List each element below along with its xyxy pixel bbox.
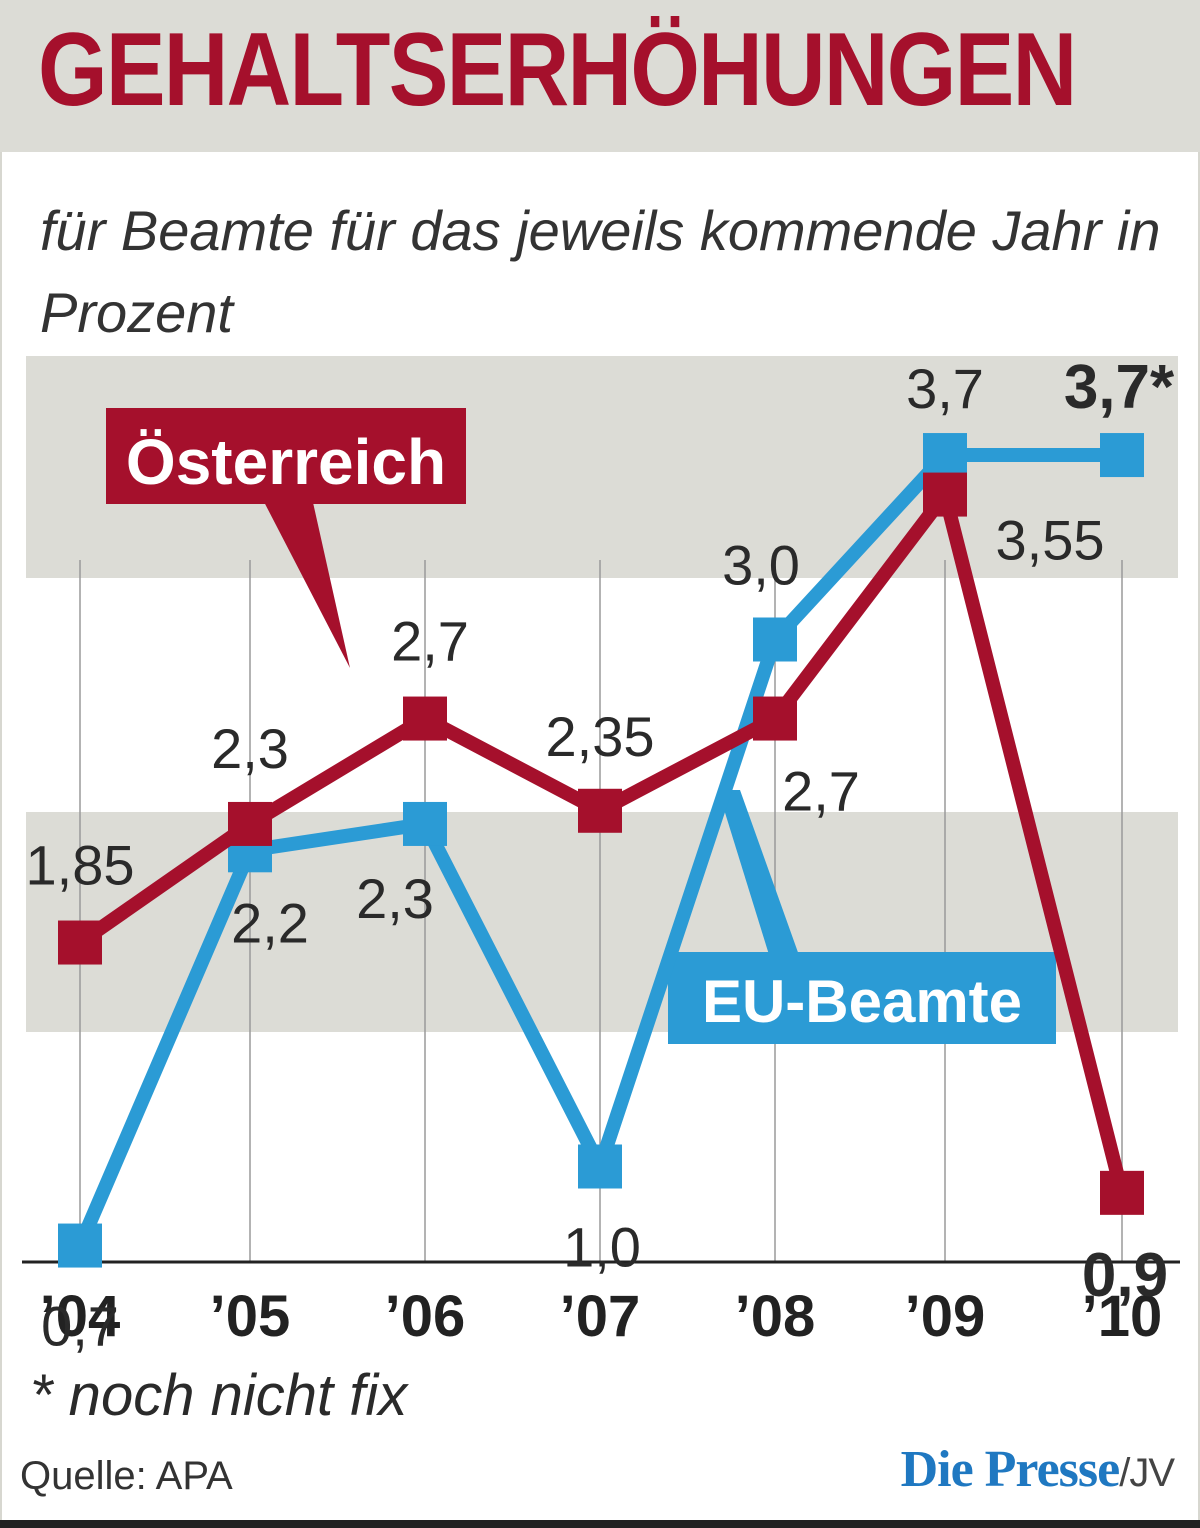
- data-point-eu: [403, 801, 447, 846]
- x-tick-label: ’09: [905, 1284, 986, 1349]
- data-label-oesterreich: 2,35: [546, 705, 655, 768]
- chart-subtitle: für Beamte für das jeweils kommende Jahr…: [40, 199, 1161, 344]
- chart-frame: [0, 152, 1200, 1524]
- legend-label-eu: EU-Beamte: [702, 968, 1022, 1035]
- legend-box-eu: [668, 952, 1056, 1044]
- x-tick-label: ’07: [560, 1284, 641, 1349]
- data-label-oesterreich: 2,7: [391, 610, 469, 673]
- data-point-oesterreich: [1100, 1170, 1144, 1215]
- data-label-oesterreich: 2,7: [782, 760, 860, 823]
- brand-logo: Die Presse/JV: [900, 1440, 1175, 1499]
- data-label-eu: 1,0: [563, 1216, 641, 1279]
- chart-title: GEHALTSERHÖHUNGEN: [38, 12, 1077, 128]
- data-point-eu: [578, 1144, 622, 1189]
- data-label-oesterreich: 0,9: [1082, 1241, 1168, 1310]
- data-label-oesterreich: 1,85: [26, 834, 135, 897]
- data-label-oesterreich: 2,3: [211, 717, 289, 780]
- footnote: * noch nicht fix: [30, 1363, 408, 1428]
- data-label-eu: 0,7: [41, 1295, 119, 1358]
- data-label-eu: 2,2: [231, 891, 309, 954]
- bottom-rule: [0, 1520, 1200, 1528]
- data-point-eu: [1100, 433, 1144, 478]
- data-point-oesterreich: [403, 696, 447, 741]
- header-band: [0, 0, 1200, 152]
- data-label-eu: 3,7*: [1064, 353, 1175, 422]
- legend-box-oesterreich: [106, 408, 466, 504]
- source-note: Quelle: APA: [20, 1454, 233, 1498]
- x-tick-label: ’05: [210, 1284, 291, 1349]
- data-point-eu: [58, 1223, 102, 1268]
- x-tick-label: ’06: [385, 1284, 466, 1349]
- brand-suffix: /JV: [1119, 1451, 1175, 1495]
- data-label-eu: 3,0: [722, 534, 800, 597]
- data-label-eu: 2,3: [356, 867, 434, 930]
- legend-label-oesterreich: Österreich: [126, 426, 446, 498]
- data-point-oesterreich: [228, 801, 272, 846]
- x-tick-label: ’08: [735, 1284, 816, 1349]
- data-point-oesterreich: [753, 696, 797, 741]
- data-point-oesterreich: [923, 472, 967, 517]
- legend-pointer-oesterreich: [262, 498, 350, 668]
- data-point-eu: [753, 617, 797, 662]
- data-point-eu: [923, 433, 967, 478]
- x-tick-label: ’04: [40, 1284, 121, 1349]
- data-label-oesterreich: 3,55: [996, 509, 1105, 572]
- data-point-oesterreich: [58, 920, 102, 965]
- legend-pointer-eu: [718, 790, 800, 958]
- data-point-oesterreich: [578, 788, 622, 833]
- brand-name: Die Presse: [900, 1441, 1121, 1498]
- data-label-eu: 3,7: [906, 357, 984, 420]
- x-tick-label: ’10: [1082, 1284, 1163, 1349]
